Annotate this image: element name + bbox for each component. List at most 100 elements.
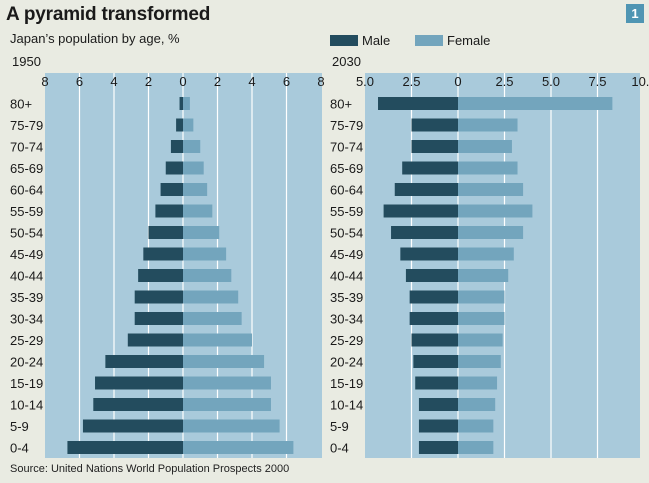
bar-female bbox=[183, 183, 208, 196]
bar-male bbox=[127, 333, 183, 347]
bar-female bbox=[183, 290, 239, 304]
bar-female bbox=[458, 204, 533, 218]
bar-female bbox=[458, 183, 524, 196]
x-tick-label: 0 bbox=[454, 74, 461, 89]
bar-male bbox=[82, 419, 183, 433]
category-label: 45-49 bbox=[330, 247, 363, 262]
chart-title: A pyramid transformed bbox=[6, 4, 211, 25]
category-label: 55-59 bbox=[330, 204, 363, 219]
bar-male bbox=[400, 247, 458, 261]
category-label: 20-24 bbox=[10, 355, 43, 370]
bar-male bbox=[95, 376, 183, 390]
x-tick-label: 5.0 bbox=[356, 74, 374, 89]
bar-female bbox=[183, 398, 271, 411]
bar-female bbox=[183, 140, 201, 153]
category-label: 70-74 bbox=[10, 140, 43, 155]
bar-male bbox=[143, 247, 183, 261]
bar-female bbox=[458, 355, 501, 368]
bar-female bbox=[183, 269, 232, 282]
category-label: 35-39 bbox=[330, 290, 363, 305]
bar-female bbox=[183, 355, 265, 368]
bar-male bbox=[179, 97, 183, 110]
bar-male bbox=[93, 398, 183, 411]
category-label: 60-64 bbox=[330, 183, 363, 198]
bar-female bbox=[458, 312, 505, 325]
x-tick-label: 2 bbox=[214, 74, 221, 89]
bar-male bbox=[165, 161, 183, 175]
bar-female bbox=[183, 419, 280, 433]
bar-female bbox=[183, 204, 213, 218]
bar-male bbox=[402, 161, 458, 175]
bar-female bbox=[183, 226, 220, 239]
bar-female bbox=[458, 118, 518, 132]
chart-subtitle: Japan’s population by age, % bbox=[10, 31, 180, 46]
category-label: 70-74 bbox=[330, 140, 363, 155]
bar-male bbox=[383, 204, 458, 218]
category-label: 0-4 bbox=[10, 441, 29, 456]
bar-male bbox=[409, 290, 458, 304]
category-label: 10-14 bbox=[330, 398, 363, 413]
bar-male bbox=[138, 269, 183, 282]
bar-female bbox=[183, 441, 294, 454]
category-label: 10-14 bbox=[10, 398, 43, 413]
category-label: 25-29 bbox=[330, 333, 363, 348]
bar-female bbox=[458, 290, 505, 304]
bar-male bbox=[411, 333, 458, 347]
bar-male bbox=[418, 419, 458, 433]
x-tick-label: 5.0 bbox=[542, 74, 560, 89]
category-label: 75-79 bbox=[10, 118, 43, 133]
category-label: 45-49 bbox=[10, 247, 43, 262]
panel-title-1950: 1950 bbox=[12, 54, 41, 69]
bar-male bbox=[411, 118, 458, 132]
bar-female bbox=[458, 398, 496, 411]
bar-female bbox=[183, 333, 252, 347]
bar-female bbox=[183, 312, 242, 325]
bar-male bbox=[415, 376, 458, 390]
bar-female bbox=[458, 97, 613, 110]
x-tick-label: 2.5 bbox=[495, 74, 513, 89]
bar-male bbox=[170, 140, 183, 153]
bar-female bbox=[458, 140, 512, 153]
bar-male bbox=[160, 183, 183, 196]
bar-male bbox=[405, 269, 458, 282]
bar-male bbox=[378, 97, 458, 110]
x-tick-label: 6 bbox=[76, 74, 83, 89]
category-label: 30-34 bbox=[330, 312, 363, 327]
category-label: 60-64 bbox=[10, 183, 43, 198]
legend-label-female: Female bbox=[447, 33, 491, 48]
x-tick-label: 7.5 bbox=[588, 74, 606, 89]
bar-male bbox=[411, 140, 458, 153]
category-label: 0-4 bbox=[330, 441, 349, 456]
bar-female bbox=[458, 247, 514, 261]
bar-female bbox=[183, 161, 204, 175]
x-tick-label: 8 bbox=[317, 74, 324, 89]
bar-female bbox=[458, 269, 509, 282]
category-label: 15-19 bbox=[330, 376, 363, 391]
bar-female bbox=[458, 226, 524, 239]
legend-swatch-male bbox=[330, 35, 358, 46]
legend-label-male: Male bbox=[362, 33, 391, 48]
legend-item-male: Male bbox=[330, 33, 390, 48]
x-tick-label: 4 bbox=[248, 74, 255, 89]
bar-male bbox=[394, 183, 458, 196]
bar-female bbox=[183, 376, 271, 390]
panel-background-2030 bbox=[365, 73, 640, 458]
bar-male bbox=[409, 312, 458, 325]
category-label: 20-24 bbox=[330, 355, 363, 370]
x-tick-label: 4 bbox=[110, 74, 117, 89]
category-label: 25-29 bbox=[10, 333, 43, 348]
bar-female bbox=[458, 441, 494, 454]
source-note: Source: United Nations World Population … bbox=[10, 463, 290, 475]
bar-female bbox=[183, 247, 227, 261]
category-label: 75-79 bbox=[330, 118, 363, 133]
category-label: 40-44 bbox=[10, 269, 43, 284]
bar-male bbox=[155, 204, 183, 218]
category-label: 55-59 bbox=[10, 204, 43, 219]
category-label: 50-54 bbox=[330, 226, 363, 241]
x-tick-label: 0 bbox=[179, 74, 186, 89]
bar-male bbox=[67, 441, 183, 454]
category-label: 65-69 bbox=[10, 161, 43, 176]
bar-male bbox=[418, 441, 458, 454]
category-label: 5-9 bbox=[330, 419, 349, 434]
bar-male bbox=[391, 226, 458, 239]
